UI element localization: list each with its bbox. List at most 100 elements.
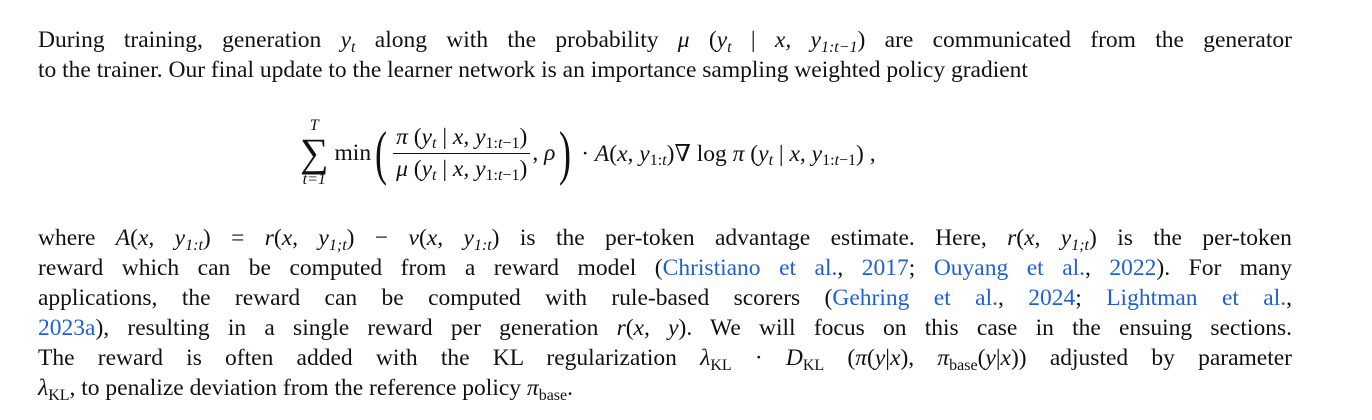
math-symbol: x, y [1024,225,1072,251]
text: )) adjusted by parameter [1010,345,1292,371]
text-line: λKL, to penalize deviation from the refe… [38,373,1292,404]
math-symbol: D [785,345,803,371]
citation-link[interactable]: Ouyang et al. [933,255,1086,281]
text: , [1286,285,1293,311]
text: ( [1016,225,1025,251]
text: ( [824,345,856,371]
math-subscript: 1;t [328,237,347,254]
summation: T ∑ t=1 [300,117,329,189]
text: ) is the per-token [1089,225,1292,251]
text: where [38,225,116,251]
math-symbol: λ [700,345,711,371]
citation-link[interactable]: Christiano et al. [662,255,838,281]
math-subscript: 1:t−1 [820,39,858,56]
math-subscript: t [727,39,732,56]
text: ) = [202,225,265,251]
math-symbol: r [264,225,274,251]
math-subscript: 1:t [185,237,203,254]
text: ( [689,27,717,53]
text-line: to the trainer. Our final update to the … [38,55,1292,85]
math-symbol: x, y [426,225,474,251]
math-subscript: 1:t [473,237,492,254]
text: During training, generation [38,27,341,53]
paragraph-advantage: where A(x, y1:t) = r(x, y1;t) − v(x, y1:… [38,223,1292,404]
math-symbol: π [937,345,950,371]
text: applications, the reward can be computed… [38,285,833,311]
text: ). We will focus on this case in the ens… [678,315,1292,341]
math-symbol: y [874,345,886,371]
text: . [567,375,573,401]
citation-link[interactable]: 2022 [1109,255,1157,281]
min-operator: min [334,139,372,166]
text-line: applications, the reward can be computed… [38,283,1292,313]
text: ), resulting in a single reward per gene… [95,315,617,341]
math-symbol: y [985,345,996,371]
math-subscript: t [351,39,356,56]
text: to the trainer. Our final update to the … [38,57,1028,83]
citation-link[interactable]: 2024 [1028,285,1076,311]
math-subscript: KL [802,357,825,374]
text: ) is the per-token advantage estimate. H… [491,225,1008,251]
text: ), [900,345,938,371]
math-symbol: x [890,345,901,371]
math-subscript: base [949,357,978,374]
text: ) − [346,225,409,251]
numerator: π (yt | x, y1:t−1) [393,124,531,154]
sum-symbol: ∑ [300,130,329,175]
text: ( [130,225,138,251]
text: , to penalize deviation from the referen… [69,375,527,401]
text: | [995,345,1001,371]
text-line: 2023a), resulting in a single reward per… [38,313,1292,343]
text: · [731,345,786,371]
math-symbol: x, y [774,27,821,53]
importance-ratio: π (yt | x, y1:t−1) μ (yt | x, y1:t−1) [393,124,531,184]
math-symbol: x, y [137,225,186,251]
math-symbol: μ [677,27,690,53]
math-symbol: x [1000,345,1011,371]
text: , [837,255,862,281]
text: ( [977,345,986,371]
text: The reward is often added with the KL re… [38,345,701,371]
text: | [885,345,890,371]
text: ( [273,225,282,251]
sum-lower-limit: t=1 [302,171,326,188]
text: along with the probability [355,27,678,53]
sum-upper-limit: T [309,117,319,134]
text: , [1085,255,1110,281]
math-symbol: v [408,225,419,251]
text: ( [625,315,634,341]
text: | [731,27,775,53]
math-subscript: base [538,387,568,404]
text-line: reward which can be computed from a rewa… [38,253,1292,283]
text-line: The reward is often added with the KL re… [38,343,1292,374]
math-symbol: r [1007,225,1017,251]
math-symbol: r [616,315,626,341]
text: ). For many [1156,255,1292,281]
text: ) are communicated from the generator [857,27,1292,53]
citation-link[interactable]: 2023a [38,315,96,341]
rho: ρ [544,139,556,166]
math-symbol: y [340,27,352,53]
citation-link[interactable]: Lightman et al. [1106,285,1287,311]
math-symbol: A [115,225,131,251]
left-paren: ( [375,120,388,186]
equation-rest: · A(x, y1:t)∇ log π (yt | x, y1:t−1) , [575,140,876,169]
denominator: μ (yt | x, y1:t−1) [396,155,528,184]
math-symbol: y [716,27,728,53]
math-subscript: 1;t [1071,237,1089,254]
math-symbol: π [526,375,539,401]
math-symbol: x, y [633,315,679,341]
text-line: During training, generation yt along wit… [38,25,1292,56]
math-subscript: KL [48,387,70,404]
citation-link[interactable]: 2017 [861,255,909,281]
text: ( [867,345,875,371]
right-paren: ) [559,120,572,186]
citation-link[interactable]: Gehring et al. [832,285,998,311]
text: reward which can be computed from a rewa… [38,255,663,281]
text: ( [418,225,427,251]
math-symbol: x, y [281,225,329,251]
text: , [997,285,1029,311]
text: ; [908,255,934,281]
text: ; [1075,285,1107,311]
math-subscript: KL [710,357,732,374]
